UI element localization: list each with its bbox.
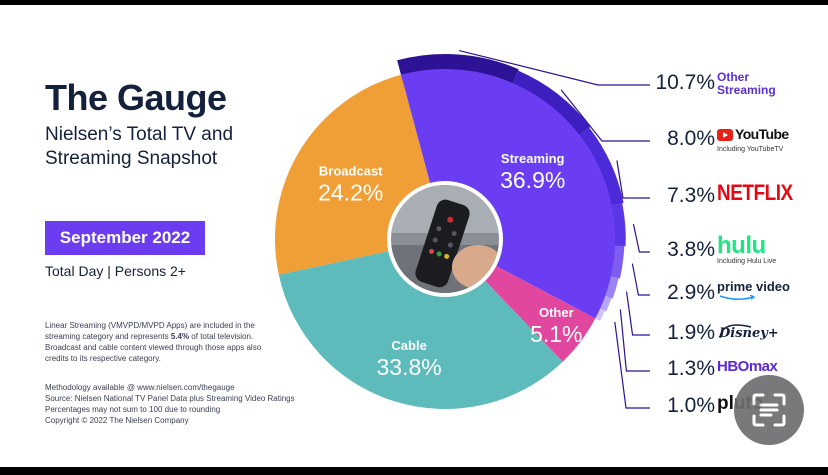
legend-row-disney-plus: 1.9% Disney+ xyxy=(655,317,795,347)
footnote-text-2: of total television. Broadcast and cable… xyxy=(45,332,262,363)
prime-video-logo: prime video xyxy=(717,277,807,301)
youtube-share-value: 8.0% xyxy=(667,127,715,150)
hulu-logo: hulu Including Hulu Live xyxy=(717,232,807,266)
youtube-wordmark: YouTube xyxy=(735,126,789,142)
prime-smile-icon xyxy=(719,295,756,301)
other-streaming-label: Other Streaming xyxy=(717,70,776,97)
footnote-highlight: 5.4% xyxy=(170,332,190,341)
other-slice-label: Other xyxy=(539,305,574,320)
legend-row-hulu: 3.8% hulu Including Hulu Live xyxy=(655,234,795,266)
hbo-max-share-value: 1.3% xyxy=(667,357,715,380)
footnote-text-1: Linear Streaming (VMVPD/MVPD Apps) are i… xyxy=(45,321,255,341)
scan-text-button[interactable] xyxy=(734,375,804,445)
youtube-play-icon xyxy=(717,129,733,141)
methodology-line: Methodology available @ www.nielsen.com/… xyxy=(45,383,235,392)
other-slice-value: 5.1% xyxy=(530,321,582,347)
pluto-leader-line xyxy=(614,321,650,409)
page-subtitle: Nielsen’s Total TV and Streaming Snapsho… xyxy=(45,124,234,169)
hulu-share-value: 3.8% xyxy=(667,238,715,261)
cable-slice-label: Cable xyxy=(391,338,426,353)
hbo-max-wordmark: HBOmax xyxy=(717,358,778,375)
prime-video-wordmark: prime video xyxy=(717,279,790,294)
date-badge: September 2022 xyxy=(45,221,205,255)
page-title: The Gauge xyxy=(45,77,227,118)
source-line: Source: Nielsen National TV Panel Data p… xyxy=(45,394,295,403)
disney-plus-leader-line xyxy=(625,291,650,336)
disney-arc-icon xyxy=(719,324,752,339)
streaming-slice xyxy=(401,69,615,319)
pluto-share-value: 1.0% xyxy=(667,394,715,417)
youtube-leader-line xyxy=(560,89,650,142)
other-streaming-leader-line xyxy=(458,49,650,86)
hbo-max-logo: HBOmax xyxy=(717,353,807,375)
audience-label: Total Day | Persons 2+ xyxy=(45,263,186,279)
prime-video-leader-line xyxy=(631,263,650,296)
linear-streaming-footnote: Linear Streaming (VMVPD/MVPD Apps) are i… xyxy=(45,320,275,364)
legend-row-hbo-max: 1.3% HBOmax xyxy=(655,353,795,383)
netflix-share-value: 7.3% xyxy=(667,184,715,207)
disney-plus-share-value: 1.9% xyxy=(667,321,715,344)
hulu-leader-line xyxy=(632,223,650,253)
cable-slice xyxy=(278,239,563,409)
disney-plus-wordmark: Disney+ xyxy=(719,326,779,341)
leader-lines xyxy=(458,49,650,409)
copyright-line: Copyright © 2022 The Nielsen Company xyxy=(45,416,189,425)
streaming-slice-label: Streaming xyxy=(501,151,565,166)
netflix-logo: NETFLIX xyxy=(717,180,807,206)
hulu-sublabel: Including Hulu Live xyxy=(717,258,777,265)
broadcast-slice-label: Broadcast xyxy=(319,163,383,178)
other-streaming-share-value: 10.7% xyxy=(655,71,715,94)
streaming-slice-value: 36.9% xyxy=(500,167,565,193)
legend-row-netflix: 7.3% NETFLIX xyxy=(655,180,795,210)
scan-text-icon xyxy=(752,393,786,427)
broadcast-slice-value: 24.2% xyxy=(318,179,383,205)
hbo-max-leader-line xyxy=(619,309,650,372)
legend-row-prime-video: 2.9% prime video xyxy=(655,277,795,307)
hulu-wordmark: hulu xyxy=(717,232,766,259)
other-streaming-text: Other Streaming xyxy=(717,67,807,97)
rounding-line: Percentages may not sum to 100 due to ro… xyxy=(45,405,221,414)
cable-slice-value: 33.8% xyxy=(377,354,442,380)
prime-video-share-value: 2.9% xyxy=(667,281,715,304)
netflix-wordmark: NETFLIX xyxy=(717,181,793,206)
youtube-sublabel: Including YouTubeTV xyxy=(717,146,784,153)
legend-row-other-streaming: 10.7% Other Streaming xyxy=(655,67,795,97)
gauge-card: Streaming 36.9% Other 5.1% Cable 33.8% Broadca… xyxy=(0,5,828,467)
legend-row-youtube: 8.0% YouTube Including YouTubeTV xyxy=(655,123,795,153)
netflix-leader-line xyxy=(616,160,650,199)
methodology-notes: Methodology available @ www.nielsen.com/… xyxy=(45,382,305,426)
